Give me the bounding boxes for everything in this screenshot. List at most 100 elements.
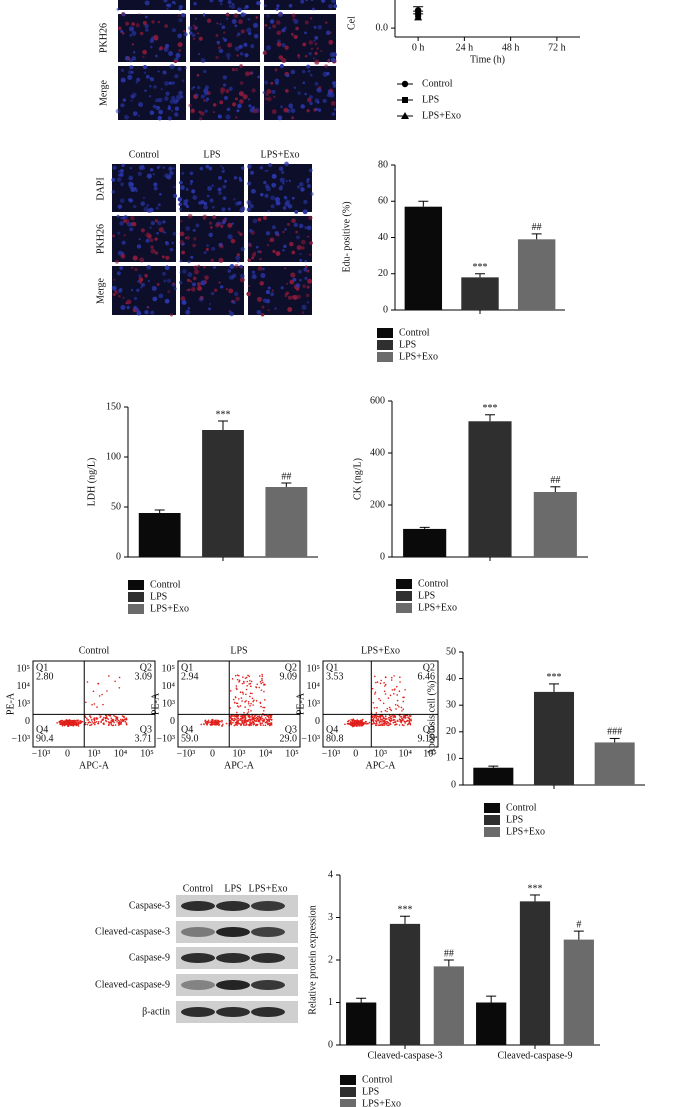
nucleus <box>185 199 189 203</box>
nucleus <box>251 105 256 110</box>
nucleus <box>298 269 302 274</box>
nucleus <box>240 246 245 252</box>
flow-event <box>407 717 410 719</box>
flow-event <box>373 706 376 709</box>
flow-y-tick: 10⁴ <box>17 681 31 692</box>
flow-title: Control <box>79 645 110 656</box>
flow-event <box>85 701 87 704</box>
flow-x-label: APC-A <box>79 760 110 771</box>
x-tick-label: 48 h <box>502 42 520 53</box>
quadrant-name: Q3 <box>285 724 297 735</box>
nucleus <box>295 230 298 234</box>
quadrant-value: 9.19 <box>418 733 436 744</box>
nucleus <box>163 0 168 3</box>
flow-event <box>238 680 241 682</box>
nucleus <box>333 4 338 9</box>
flow-event <box>114 719 117 722</box>
nucleus <box>193 269 200 275</box>
nucleus <box>116 177 122 182</box>
nucleus <box>177 197 183 202</box>
nucleus <box>163 46 169 52</box>
nucleus <box>178 90 183 96</box>
nucleus <box>119 168 124 173</box>
flow-event <box>377 724 380 726</box>
legend-marker <box>401 80 409 88</box>
flow-event <box>261 722 263 725</box>
nucleus <box>119 198 125 204</box>
flow-event <box>375 681 377 684</box>
nucleus <box>223 96 229 101</box>
flow-event <box>95 720 98 723</box>
nucleus <box>140 201 146 206</box>
nucleus <box>117 173 121 177</box>
flow-event <box>70 724 73 727</box>
nucleus <box>203 69 207 74</box>
micrograph <box>177 164 246 213</box>
nucleus <box>158 109 164 115</box>
flow-event <box>247 708 250 711</box>
flow-event <box>221 720 223 723</box>
bar <box>433 966 464 1045</box>
nucleus <box>140 228 145 233</box>
nucleus <box>267 210 270 213</box>
flow-event <box>372 702 375 704</box>
flow-x-tick: −10³ <box>177 748 196 759</box>
flow-event <box>104 719 107 722</box>
nucleus <box>265 186 271 192</box>
nucleus <box>282 181 285 184</box>
flow-event <box>248 724 251 727</box>
flow-y-tick: 10³ <box>162 698 175 709</box>
nucleus <box>310 192 314 196</box>
nucleus <box>193 237 197 241</box>
flow-event <box>243 715 246 718</box>
blot-row-label: Caspase-3 <box>129 900 170 911</box>
nucleus <box>310 0 314 2</box>
nucleus <box>138 277 144 283</box>
nucleus <box>297 56 301 60</box>
flow-event <box>96 717 99 720</box>
y-tick-label: 200 <box>370 499 385 510</box>
nucleus <box>120 182 124 187</box>
flow-event <box>118 721 121 724</box>
flow-event <box>380 710 383 713</box>
flow-event <box>381 721 383 723</box>
flow-frame <box>322 660 439 748</box>
nucleus <box>111 177 116 182</box>
nucleus <box>128 58 133 63</box>
nucleus <box>286 282 289 285</box>
nucleus <box>132 92 137 98</box>
flow-event <box>347 720 350 723</box>
nucleus <box>115 108 121 114</box>
nucleus <box>329 92 335 98</box>
nucleus <box>304 54 308 58</box>
nucleus <box>316 101 320 104</box>
blot-band <box>216 953 250 963</box>
nucleus <box>265 45 272 51</box>
bar <box>476 1002 507 1045</box>
nucleus <box>240 206 246 212</box>
nucleus <box>154 237 158 241</box>
nucleus <box>173 2 177 5</box>
nucleus <box>121 12 126 17</box>
nucleus <box>157 115 162 121</box>
flow-event <box>88 715 91 717</box>
flow-event <box>236 705 239 707</box>
nucleus <box>223 38 227 42</box>
flow-event <box>113 721 115 724</box>
nucleus <box>215 55 219 60</box>
nucleus <box>310 17 313 20</box>
nucleus <box>237 201 242 205</box>
flow-event <box>262 706 264 709</box>
flow-event <box>230 717 233 720</box>
flow-event <box>256 718 258 721</box>
micrograph-bg <box>264 0 336 10</box>
flow-event <box>251 697 254 700</box>
nucleus <box>177 33 183 39</box>
flow-event <box>403 720 406 723</box>
nucleus <box>250 71 254 75</box>
significance-label: *** <box>483 403 498 414</box>
nucleus <box>144 273 148 278</box>
bar <box>138 513 181 557</box>
nucleus <box>159 46 164 51</box>
flow-event <box>245 722 248 725</box>
